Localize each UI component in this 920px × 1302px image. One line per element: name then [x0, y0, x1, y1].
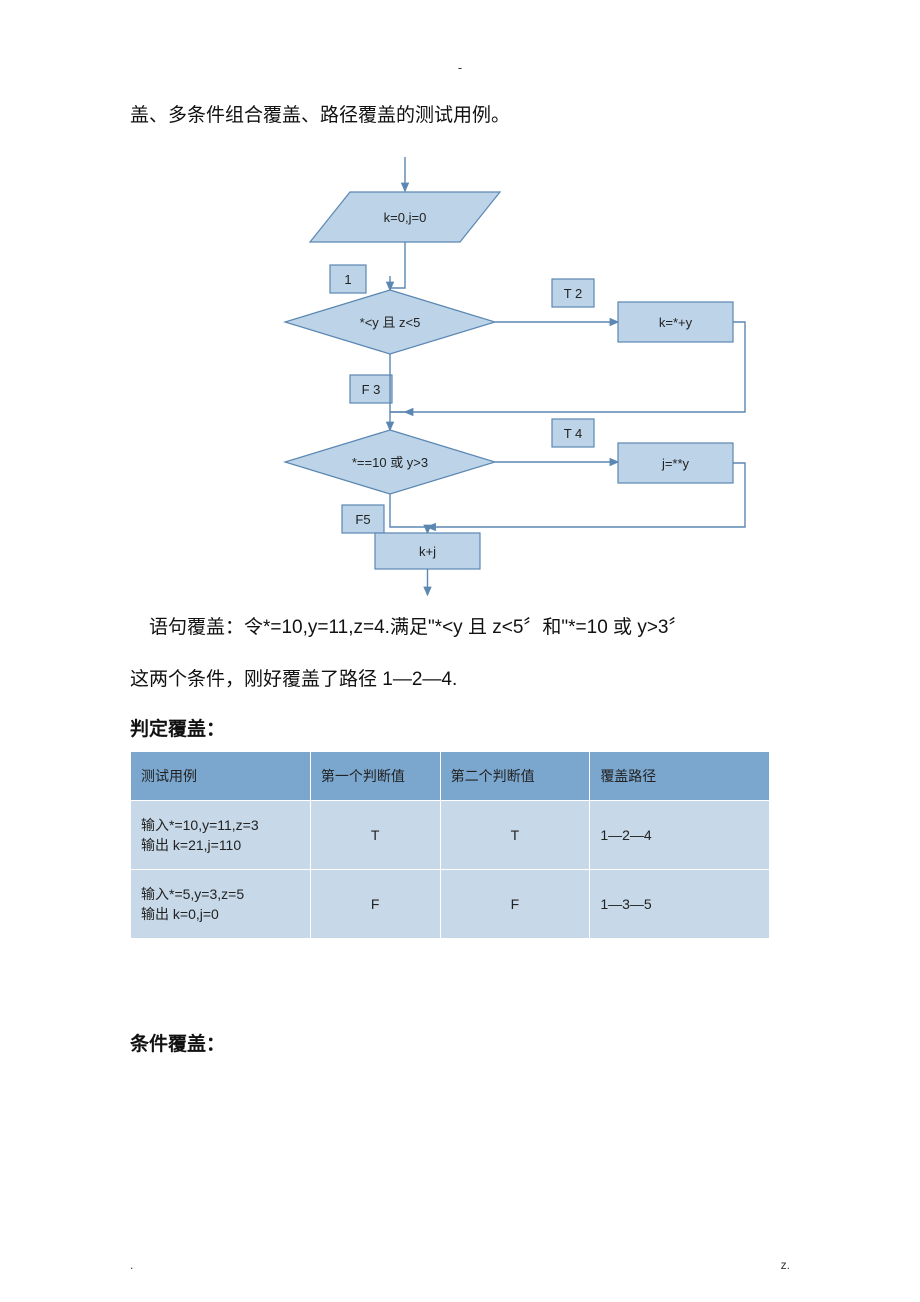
table-header: 覆盖路径 — [590, 752, 770, 801]
table-header: 第二个判断值 — [440, 752, 590, 801]
svg-text:1: 1 — [344, 272, 351, 287]
title-line: 盖、多条件组合覆盖、路径覆盖的测试用例。 — [130, 95, 790, 137]
svg-text:*<y 且 z<5: *<y 且 z<5 — [360, 315, 421, 330]
table-row: 输入*=5,y=3,z=5输出 k=0,j=0FF1—3—5 — [131, 870, 770, 939]
statement-coverage-line1: 语句覆盖：令*=10,y=11,z=4.满足"*<y 且 z<5〞和"*=10 … — [130, 607, 790, 649]
cell-testcase: 输入*=10,y=11,z=3输出 k=21,j=110 — [131, 801, 311, 870]
footer-right: z. — [781, 1258, 790, 1272]
svg-text:k+j: k+j — [419, 544, 436, 559]
page: - 盖、多条件组合覆盖、路径覆盖的测试用例。 k=0,j=0 1 *<y 且 z<5… — [0, 0, 920, 1302]
svg-text:T 4: T 4 — [564, 426, 583, 441]
cell-value1: T — [310, 801, 440, 870]
svg-text:j=**y: j=**y — [661, 456, 690, 471]
statement-coverage-line2: 这两个条件，刚好覆盖了路径 1—2—4. — [130, 659, 790, 701]
flowchart: k=0,j=0 1 *<y 且 z<5 T 2 k=*+y F 3 *==10 或 y>3 T… — [150, 147, 770, 597]
svg-text:k=0,j=0: k=0,j=0 — [384, 210, 427, 225]
svg-text:F5: F5 — [355, 512, 370, 527]
cell-path: 1—3—5 — [590, 870, 770, 939]
table-header: 第一个判断值 — [310, 752, 440, 801]
judgment-coverage-heading: 判定覆盖： — [130, 714, 790, 741]
svg-text:*==10 或 y>3: *==10 或 y>3 — [352, 455, 428, 470]
cell-path: 1—2—4 — [590, 801, 770, 870]
header-mark: - — [130, 60, 790, 75]
footer-marks: . z. — [130, 1258, 790, 1272]
cell-value2: T — [440, 801, 590, 870]
footer-left: . — [130, 1258, 133, 1272]
condition-coverage-heading: 条件覆盖： — [130, 1029, 790, 1056]
cell-testcase: 输入*=5,y=3,z=5输出 k=0,j=0 — [131, 870, 311, 939]
table-header: 测试用例 — [131, 752, 311, 801]
svg-text:F 3: F 3 — [362, 382, 381, 397]
table-row: 输入*=10,y=11,z=3输出 k=21,j=110TT1—2—4 — [131, 801, 770, 870]
svg-text:T 2: T 2 — [564, 286, 583, 301]
judgment-coverage-table: 测试用例第一个判断值第二个判断值覆盖路径输入*=10,y=11,z=3输出 k=… — [130, 751, 770, 939]
svg-text:k=*+y: k=*+y — [659, 315, 693, 330]
cell-value1: F — [310, 870, 440, 939]
cell-value2: F — [440, 870, 590, 939]
flowchart-svg: k=0,j=0 1 *<y 且 z<5 T 2 k=*+y F 3 *==10 或 y>3 T… — [150, 147, 770, 597]
